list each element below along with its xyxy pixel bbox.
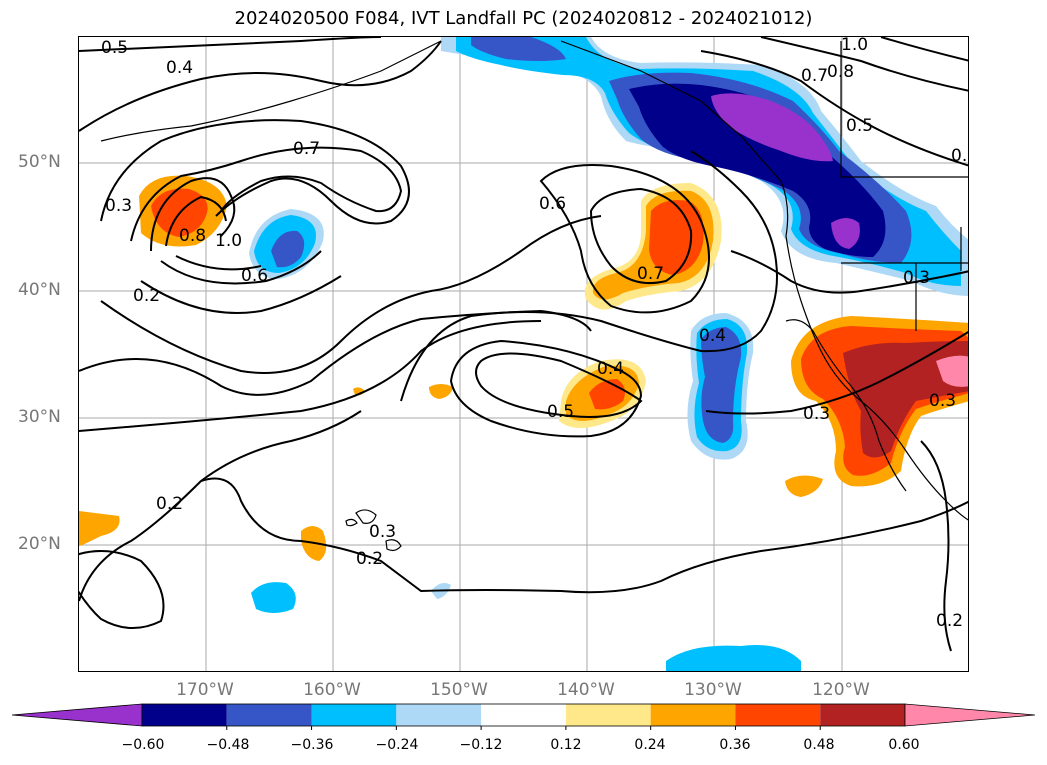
colorbar-cell <box>481 704 566 726</box>
colorbar-cell <box>396 704 482 726</box>
contour-label: 0.2 <box>133 286 160 306</box>
colorbar-cells <box>11 703 1036 730</box>
colorbar-tick: −0.48 <box>206 737 250 753</box>
lon-label-120w: 120°W <box>812 680 870 700</box>
contour-label: 0.7 <box>293 139 320 159</box>
lat-label-50n: 50°N <box>18 152 61 172</box>
colorbar-tick: −0.60 <box>121 737 165 753</box>
lat-label-30n: 30°N <box>18 407 61 427</box>
contour-label: 0.2 <box>156 494 183 514</box>
colorbar-cell <box>311 704 397 726</box>
contour-label: 0.3 <box>105 196 132 216</box>
colorbar-cell <box>142 704 227 726</box>
contour-label: 0.7 <box>637 264 664 284</box>
map-title: 2024020500 F084, IVT Landfall PC (202402… <box>234 8 813 29</box>
shaded-anomaly-regions <box>79 37 968 671</box>
colorbar-cell <box>565 704 651 726</box>
colorbar-cell <box>650 704 736 726</box>
lon-label-170w: 170°W <box>176 680 234 700</box>
contour-label: 0.3 <box>369 522 396 542</box>
colorbar-tick: 0.12 <box>550 737 582 753</box>
colorbar-cell <box>820 704 905 726</box>
contour-label: 0.8 <box>827 62 854 82</box>
contour-label: 0.5 <box>101 38 128 58</box>
lat-label-20n: 20°N <box>18 534 61 554</box>
lon-label-160w: 160°W <box>303 680 361 700</box>
colorbar-tick: −0.36 <box>290 737 334 753</box>
contour-label: 1.0 <box>215 231 242 251</box>
contour-label: 0.5 <box>547 402 574 422</box>
contour-label-group: 0.5 0.4 1.0 0.8 0.7 0.7 0.3 0.8 1.0 0.6 … <box>101 37 969 631</box>
contour-label: 0.4 <box>699 326 726 346</box>
colorbar-tick: 0.48 <box>803 737 835 753</box>
contour-label: 0.4 <box>166 58 193 78</box>
contour-label: 0.2 <box>936 611 963 631</box>
coastlines <box>100 40 968 552</box>
map-panel: 0.5 0.4 1.0 0.8 0.7 0.7 0.3 0.8 1.0 0.6 … <box>78 36 969 672</box>
colorbar-extend-low <box>11 703 143 727</box>
map-svg: 0.5 0.4 1.0 0.8 0.7 0.7 0.3 0.8 1.0 0.6 … <box>79 37 969 671</box>
lon-label-150w: 150°W <box>430 680 488 700</box>
contour-lines <box>79 37 968 652</box>
contour-label: 0.6 <box>539 194 566 214</box>
contour-label: 1.0 <box>841 37 868 55</box>
colorbar-tick: 0.60 <box>888 737 920 753</box>
contour-label: 0.4 <box>597 359 624 379</box>
colorbar-tick: −0.12 <box>459 737 503 753</box>
colorbar-tick: 0.24 <box>634 737 666 753</box>
contour-label: 0.3 <box>803 404 830 424</box>
contour-label: 0.8 <box>179 226 206 246</box>
colorbar-cell <box>226 704 312 726</box>
contour-label: 0.6 <box>241 266 268 286</box>
colorbar-cell <box>735 704 821 726</box>
colorbar-tick: −0.24 <box>375 737 419 753</box>
contour-label: 0.6 <box>951 146 969 166</box>
contour-label: 0.2 <box>356 549 383 569</box>
colorbar <box>11 703 1036 730</box>
contour-label: 0.7 <box>801 66 828 86</box>
lat-label-40n: 40°N <box>18 280 61 300</box>
contour-label: 0.5 <box>846 116 873 136</box>
contour-label: 0.3 <box>929 391 956 411</box>
lon-label-140w: 140°W <box>557 680 615 700</box>
colorbar-tick: 0.36 <box>719 737 751 753</box>
colorbar-extend-high <box>904 703 1036 727</box>
contour-label: 0.3 <box>903 268 930 288</box>
lon-label-130w: 130°W <box>684 680 742 700</box>
